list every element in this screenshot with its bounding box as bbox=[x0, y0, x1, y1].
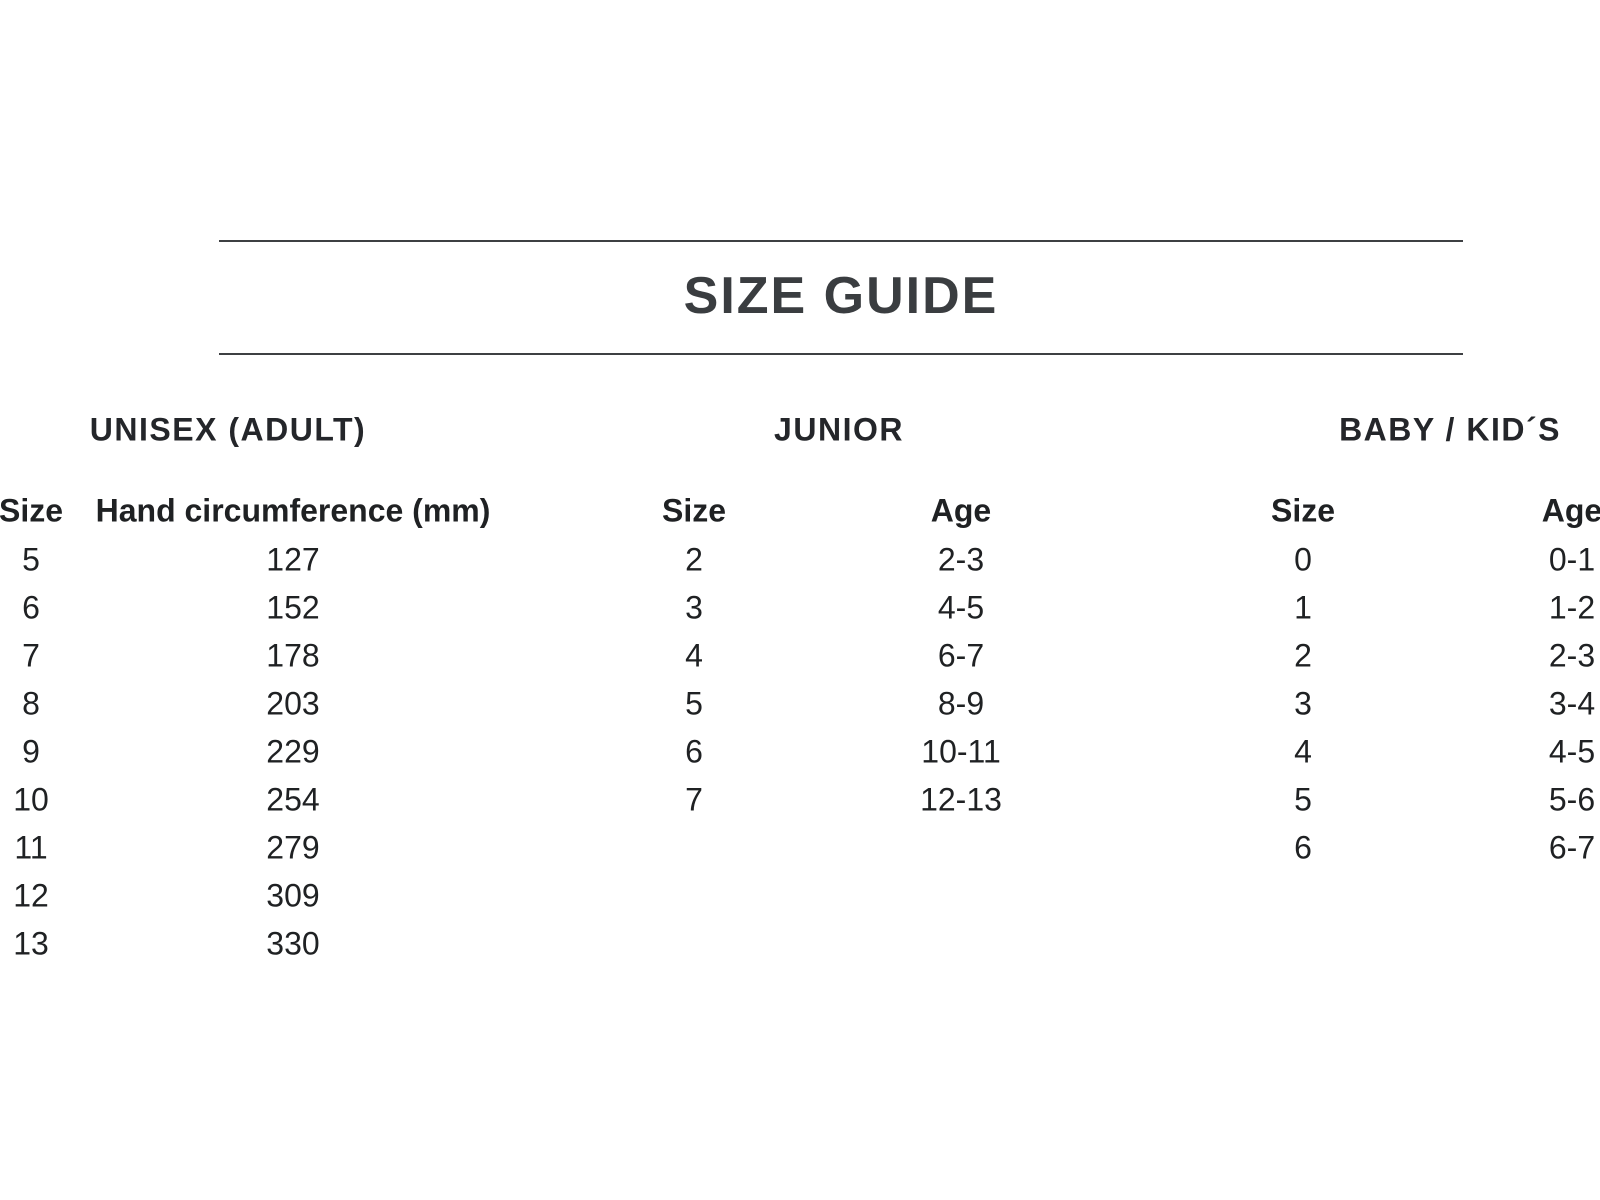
table-row: 5 127 bbox=[0, 536, 1600, 584]
table-row: 6 152 bbox=[0, 584, 1600, 632]
size-cell: 12 bbox=[13, 877, 49, 914]
age-cell: 5-6 bbox=[1548, 781, 1596, 818]
size-cell: 5 bbox=[685, 685, 703, 722]
table-row: 3 4-5 bbox=[0, 584, 1600, 632]
size-cell: 2 bbox=[685, 541, 703, 578]
age-cell: 0-1 bbox=[1548, 541, 1596, 578]
age-cell: 8-9 bbox=[937, 685, 985, 722]
table-row: 11 279 bbox=[0, 824, 1600, 872]
size-cell: 8 bbox=[22, 685, 40, 722]
table-row: 6 6-7 bbox=[0, 824, 1600, 872]
hand-circumference-cell: 254 bbox=[266, 781, 320, 818]
size-cell: 6 bbox=[1294, 829, 1312, 866]
column-header-size: Size bbox=[661, 492, 727, 529]
table-row: 0 0-1 bbox=[0, 536, 1600, 584]
table-row: 13 330 bbox=[0, 920, 1600, 968]
column-header-size: Size bbox=[1270, 492, 1336, 529]
size-cell: 2 bbox=[1294, 637, 1312, 674]
size-cell: 13 bbox=[13, 925, 49, 962]
section-heading-baby-kids: BABY / KID´S bbox=[1339, 411, 1561, 448]
bottom-rule-divider bbox=[219, 353, 1463, 355]
table-row: 10 254 bbox=[0, 776, 1600, 824]
hand-circumference-cell: 309 bbox=[266, 877, 320, 914]
age-cell: 3-4 bbox=[1548, 685, 1596, 722]
size-cell: 1 bbox=[1294, 589, 1312, 626]
baby-kids-rows: 0 0-1 1 1-2 2 2-3 3 3-4 4 4-5 5 5-6 6 6-… bbox=[0, 536, 1600, 872]
size-cell: 7 bbox=[685, 781, 703, 818]
section-heading-unisex-adult: UNISEX (ADULT) bbox=[89, 411, 367, 448]
size-cell: 10 bbox=[13, 781, 49, 818]
size-cell: 3 bbox=[1294, 685, 1312, 722]
age-cell: 10-11 bbox=[921, 733, 1001, 770]
size-cell: 11 bbox=[14, 829, 48, 866]
table-row: 4 6-7 bbox=[0, 632, 1600, 680]
age-cell: 1-2 bbox=[1548, 589, 1596, 626]
size-cell: 5 bbox=[22, 541, 40, 578]
table-row: 5 5-6 bbox=[0, 776, 1600, 824]
hand-circumference-cell: 152 bbox=[266, 589, 320, 626]
table-row: 6 10-11 bbox=[0, 728, 1600, 776]
table-row: 2 2-3 bbox=[0, 536, 1600, 584]
hand-circumference-cell: 178 bbox=[266, 637, 320, 674]
age-cell: 6-7 bbox=[1548, 829, 1596, 866]
column-header-age: Age bbox=[1541, 492, 1600, 529]
size-cell: 3 bbox=[685, 589, 703, 626]
age-cell: 4-5 bbox=[1548, 733, 1596, 770]
hand-circumference-cell: 203 bbox=[266, 685, 320, 722]
table-row: 4 4-5 bbox=[0, 728, 1600, 776]
table-row: 9 229 bbox=[0, 728, 1600, 776]
size-cell: 4 bbox=[1294, 733, 1312, 770]
table-row: 2 2-3 bbox=[0, 632, 1600, 680]
column-header-age: Age bbox=[930, 492, 992, 529]
table-row: 7 12-13 bbox=[0, 776, 1600, 824]
size-cell: 6 bbox=[685, 733, 703, 770]
table-row: 12 309 bbox=[0, 872, 1600, 920]
size-cell: 9 bbox=[22, 733, 40, 770]
table-row: 5 8-9 bbox=[0, 680, 1600, 728]
table-row: 1 1-2 bbox=[0, 584, 1600, 632]
size-cell: 7 bbox=[22, 637, 40, 674]
hand-circumference-cell: 229 bbox=[266, 733, 320, 770]
column-header-size: Size bbox=[0, 492, 64, 529]
junior-rows: 2 2-3 3 4-5 4 6-7 5 8-9 6 10-11 7 12-13 bbox=[0, 536, 1600, 824]
unisex-adult-rows: 5 127 6 152 7 178 8 203 9 229 10 254 11 … bbox=[0, 536, 1600, 968]
hand-circumference-cell: 127 bbox=[266, 541, 320, 578]
age-cell: 2-3 bbox=[937, 541, 985, 578]
hand-circumference-cell: 279 bbox=[266, 829, 320, 866]
size-cell: 0 bbox=[1294, 541, 1312, 578]
table-row: 7 178 bbox=[0, 632, 1600, 680]
section-heading-junior: JUNIOR bbox=[774, 411, 904, 448]
hand-circumference-cell: 330 bbox=[266, 925, 320, 962]
size-cell: 6 bbox=[22, 589, 40, 626]
size-cell: 4 bbox=[685, 637, 703, 674]
table-row: 8 203 bbox=[0, 680, 1600, 728]
size-cell: 5 bbox=[1294, 781, 1312, 818]
age-cell: 12-13 bbox=[920, 781, 1002, 818]
age-cell: 2-3 bbox=[1548, 637, 1596, 674]
age-cell: 6-7 bbox=[937, 637, 985, 674]
top-rule-divider bbox=[219, 240, 1463, 242]
column-header-hand-circumference: Hand circumference (mm) bbox=[95, 492, 491, 529]
page-title: SIZE GUIDE bbox=[683, 267, 999, 325]
table-row: 3 3-4 bbox=[0, 680, 1600, 728]
age-cell: 4-5 bbox=[937, 589, 985, 626]
